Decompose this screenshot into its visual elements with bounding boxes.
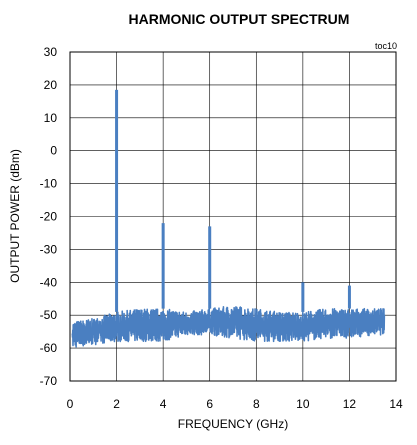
y-tick-label: -30 <box>40 242 58 256</box>
x-tick-label: 0 <box>67 397 74 411</box>
plot-frame <box>69 51 397 382</box>
series-spectrum <box>71 89 386 348</box>
y-tick-label: 0 <box>50 144 57 158</box>
y-tick-label: 30 <box>44 45 58 59</box>
x-tick-label: 12 <box>343 397 357 411</box>
x-tick-label: 2 <box>113 397 120 411</box>
y-tick-label: -10 <box>40 177 58 191</box>
chart-title: HARMONIC OUTPUT SPECTRUM <box>129 11 350 27</box>
y-axis-ticks: 30 20 10 0 -10 -20 -30 -40 -50 -60 -70 <box>40 45 58 388</box>
y-tick-label: -20 <box>40 210 58 224</box>
x-axis-label: FREQUENCY (GHz) <box>178 417 288 431</box>
y-tick-label: -60 <box>40 341 58 355</box>
x-tick-label: 8 <box>253 397 260 411</box>
chart-annotation: toc10 <box>375 41 397 51</box>
y-tick-label: -70 <box>40 374 58 388</box>
x-axis-ticks: 0 2 4 6 8 10 12 14 <box>67 397 403 411</box>
x-tick-label: 4 <box>160 397 167 411</box>
y-tick-label: 20 <box>44 78 58 92</box>
x-tick-label: 14 <box>389 397 403 411</box>
y-tick-label: -50 <box>40 308 58 322</box>
noise-floor-trace <box>71 305 386 348</box>
x-tick-label: 6 <box>206 397 213 411</box>
y-tick-label: -40 <box>40 275 58 289</box>
y-tick-label: 10 <box>44 111 58 125</box>
y-axis-label: OUTPUT POWER (dBm) <box>8 149 22 283</box>
x-tick-label: 10 <box>296 397 310 411</box>
